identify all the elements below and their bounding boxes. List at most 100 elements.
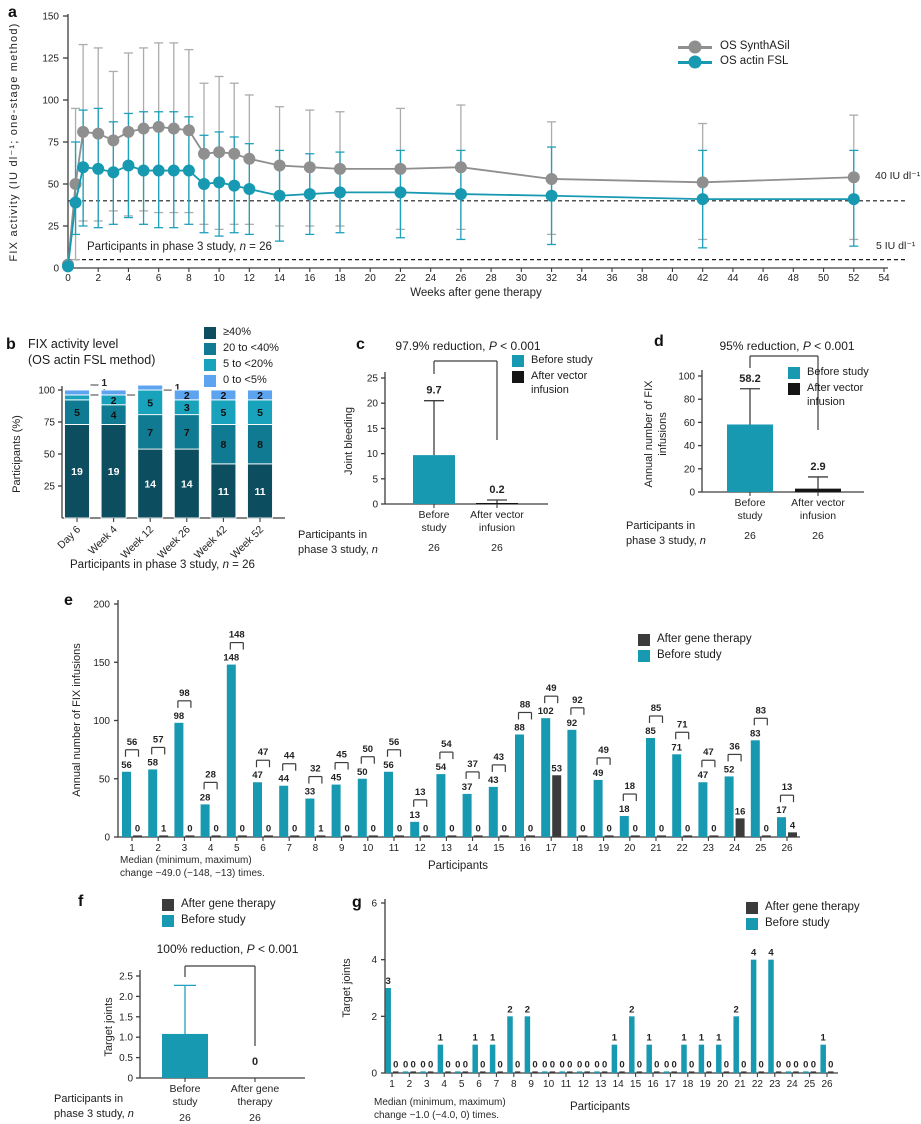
legend-label: 0 to <5% <box>223 374 267 386</box>
caption-line1: Participants in <box>54 1093 124 1105</box>
x-category-label: study <box>737 510 763 522</box>
before-value-label: 2 <box>507 1004 512 1015</box>
y-axis-title: FIX activity (IU dl⁻¹; one-stage method) <box>8 22 20 261</box>
before-value-label: 50 <box>357 767 368 778</box>
bar-after <box>342 835 352 837</box>
value-label: 0 <box>252 1056 258 1068</box>
x-tick-label: 9 <box>528 1079 534 1090</box>
x-tick-label: 9 <box>339 843 345 854</box>
stacked-segment <box>137 389 164 416</box>
bar-after <box>601 1071 608 1073</box>
bar-before <box>663 1071 670 1073</box>
panel-d-letter: d <box>654 333 664 350</box>
after-value-label: 0 <box>619 1059 624 1070</box>
bar-after <box>810 1071 817 1073</box>
bar-before <box>733 1016 739 1073</box>
before-value-label: 45 <box>331 773 342 784</box>
x-category-label: Week 12 <box>119 524 157 562</box>
y-tick-label: 0 <box>371 1069 377 1080</box>
y-tick-label: 80 <box>684 395 696 406</box>
segment-count-label: 7 <box>184 427 190 439</box>
y-tick-label: 4 <box>371 955 377 966</box>
panel-b-caption: Participants in phase 3 study, n = 26 <box>70 558 255 573</box>
x-tick-label: 8 <box>511 1079 517 1090</box>
data-point <box>213 176 226 189</box>
before-value-label: 0 <box>560 1059 565 1070</box>
bar-after <box>395 835 404 837</box>
bar-after <box>723 1071 730 1073</box>
bar-before <box>384 771 393 837</box>
x-tick-label: 44 <box>727 273 739 284</box>
bar-after <box>133 835 142 837</box>
x-axis-title: Participants <box>428 860 488 872</box>
change-label: 28 <box>205 769 216 780</box>
legend-label: After gene therapy <box>657 633 752 645</box>
y-tick-label: 20 <box>367 399 379 410</box>
value-label: 9.7 <box>426 385 441 397</box>
panel-b-legend: ≥40% 20 to <40% 5 to <20% 0 to <5% <box>204 326 279 390</box>
before-value-label: 102 <box>538 706 554 717</box>
bar-after <box>549 1071 556 1073</box>
bar-before <box>672 754 682 837</box>
after-value-label: 0 <box>445 1059 450 1070</box>
bar-after <box>532 1071 538 1073</box>
data-point <box>62 260 74 273</box>
change-label: 71 <box>677 719 688 730</box>
bar-after <box>657 835 666 837</box>
y-tick-label: 20 <box>684 464 696 475</box>
value-label: 58.2 <box>739 373 760 385</box>
data-point <box>152 164 165 177</box>
bar-before <box>402 1071 409 1073</box>
panel-f-letter: f <box>78 893 84 910</box>
x-tick-label: 24 <box>729 843 741 854</box>
note-line1: Median (minimum, maximum) <box>120 855 252 866</box>
after-value-label: 0 <box>411 1059 416 1070</box>
caption-n: n <box>127 1108 134 1120</box>
note-line1: Median (minimum, maximum) <box>374 1097 506 1108</box>
title-p: P <box>802 339 811 353</box>
bar-before <box>488 786 498 837</box>
segment-count-label: 8 <box>220 439 226 451</box>
bar-before <box>567 729 577 837</box>
legend-item: Before study <box>638 649 752 662</box>
x-tick-label: 3 <box>424 1079 430 1090</box>
data-point <box>394 186 407 199</box>
bar-after <box>584 1071 590 1073</box>
legend-label: Before study <box>765 917 830 929</box>
data-point <box>77 161 90 174</box>
x-category-label: After gene <box>231 1083 280 1095</box>
before-value-label: 0 <box>664 1059 669 1070</box>
panel-d-title: 95% reduction, P < 0.001 <box>692 339 882 353</box>
bar-after <box>368 835 378 837</box>
legend-item: 5 to <20% <box>204 358 279 371</box>
x-tick-label: 19 <box>700 1079 712 1090</box>
x-tick-label: 19 <box>598 843 610 854</box>
before-value-label: 28 <box>200 792 211 803</box>
bar-after <box>410 1071 416 1073</box>
data-point <box>847 193 860 206</box>
x-category-label: Week 42 <box>192 524 230 562</box>
bar-after <box>741 1071 747 1073</box>
legend-label: After vector infusion <box>807 382 864 408</box>
x-tick-label: 14 <box>274 273 286 284</box>
caption-line1: Participants in <box>626 520 696 532</box>
x-tick-label: 26 <box>781 843 793 854</box>
x-tick-label: 5 <box>459 1079 465 1090</box>
segment-count-label: 1 <box>102 378 108 389</box>
after-value-label: 0 <box>689 1059 694 1070</box>
stacked-segment <box>210 424 237 465</box>
x-tick-label: 10 <box>362 843 374 854</box>
after-value-label: 0 <box>654 1059 659 1070</box>
data-point <box>152 120 165 133</box>
panel-d-legend: Before study After vector infusion <box>788 366 891 412</box>
bar-before <box>629 1016 635 1073</box>
segment-count-label: 5 <box>220 407 226 419</box>
title-p: P <box>246 942 255 956</box>
bar-before <box>646 1044 652 1073</box>
title-text: 100% reduction, <box>156 942 247 956</box>
after-value-label: 0 <box>659 823 664 834</box>
legend-label: Before study <box>181 914 246 926</box>
bar-after <box>497 1071 503 1073</box>
legend-item: OS actin FSL <box>678 55 790 69</box>
legend-item: Before study <box>788 366 891 379</box>
